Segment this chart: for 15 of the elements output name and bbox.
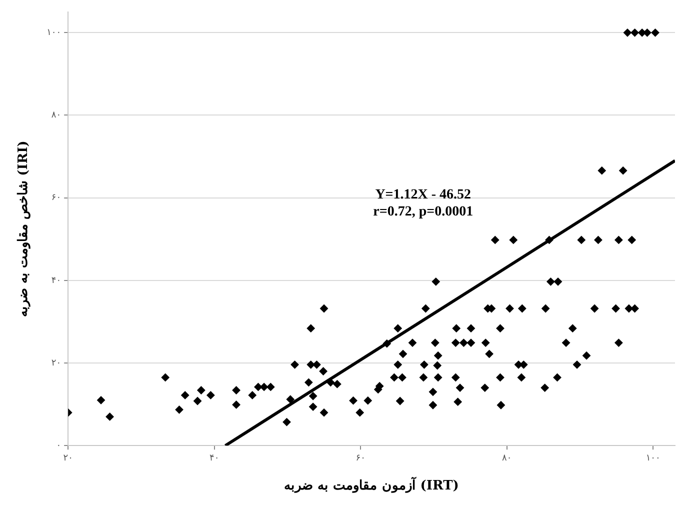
x-tick-label: ۸۰ [502,453,512,464]
x-tick-label: ۲۰ [63,453,73,464]
x-axis-title: آزمون مقاومت به ضربه (IRT) [284,476,459,494]
annotation: Y=1.12X - 46.52 [375,187,472,202]
x-tick-label: ۱۰۰ [646,453,660,464]
y-tick-label: ۴۰ [51,276,62,286]
y-tick-label: ۶۰ [51,193,62,204]
y-tick-label: ۰ [56,440,62,451]
x-tick-label: ۶۰ [356,453,366,464]
x-tick-label: ۴۰ [210,453,220,464]
y-tick-label: ۱۰۰ [46,28,62,38]
y-tick-label: ۸۰ [51,110,62,121]
annotation: r=0.72, p=0.0001 [373,204,474,220]
y-axis-title: شاخص مقاومت به ضربه (IRI) [16,140,32,317]
y-tick-label: ۲۰ [51,358,62,368]
